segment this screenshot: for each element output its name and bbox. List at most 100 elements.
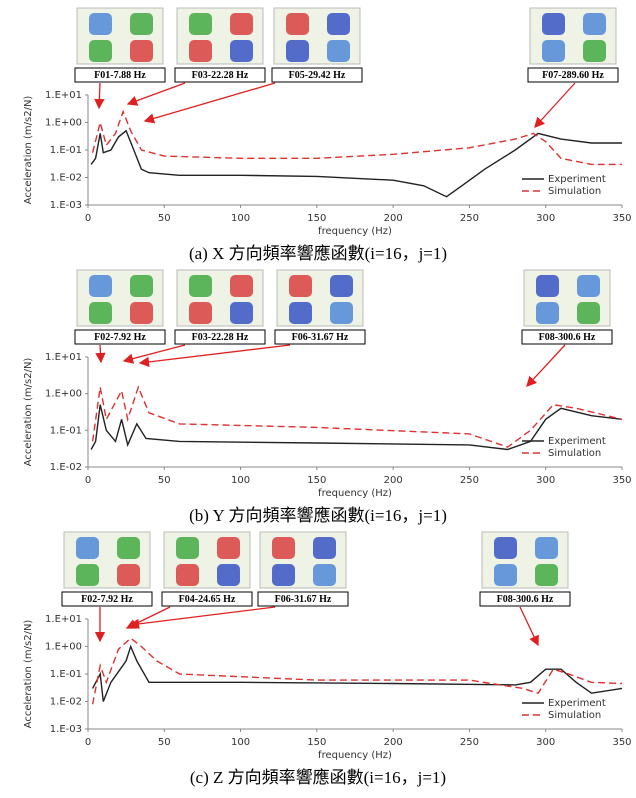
mode-shape-icon [89,275,112,297]
annotation-label: F02-7.92 Hz [94,332,146,343]
mode-shape-icon [286,13,309,35]
annotation-arrow [140,345,290,363]
mode-shape-icon [272,564,295,586]
mode-shape-icon [535,564,558,586]
mode-shape-icon [327,40,350,62]
mode-shape-icon [313,537,336,559]
y-tick-label: 1.E+00 [45,642,82,653]
x-tick-label: 200 [384,475,403,486]
legend-label: Simulation [548,448,601,459]
mode-shape-icon [577,302,600,324]
mode-shape-icon [189,40,212,62]
mode-shape-icon [117,537,140,559]
mode-shape-icon [130,302,153,324]
x-axis-title: frequency (Hz) [318,488,392,499]
mode-shape-icon [536,302,559,324]
x-tick-label: 300 [536,475,555,486]
caption: (c) Z 方向頻率響應函數(i=16，j=1) [190,767,446,787]
annotation-label: F06-31.67 Hz [292,332,349,343]
mode-shape-icon [189,13,212,35]
mode-shape-icon [217,537,240,559]
mode-shape-icon [130,13,153,35]
mode-shape-icon [494,537,517,559]
annotation-label: F08-300.6 Hz [539,332,596,343]
x-tick-label: 100 [231,737,250,748]
caption: (a) X 方向頻率響應函數(i=16，j=1) [189,243,447,263]
annotation-arrow [535,83,575,127]
x-tick-label: 50 [158,737,171,748]
x-tick-label: 100 [231,213,250,224]
mode-shape-icon [217,564,240,586]
legend-label: Experiment [548,698,606,709]
mode-shape-icon [327,13,350,35]
mode-shape-icon [89,302,112,324]
y-tick-label: 1.E+00 [45,118,82,129]
annotation-arrow [128,83,185,104]
mode-shape-icon [176,537,199,559]
mode-shape-icon [130,275,153,297]
mode-shape-icon [289,302,312,324]
mode-shape-icon [286,40,309,62]
y-tick-label: 1.E+01 [45,614,82,625]
legend-label: Experiment [548,174,606,185]
mode-shape-icon [117,564,140,586]
x-axis-title: frequency (Hz) [318,226,392,237]
x-tick-label: 100 [231,475,250,486]
mode-shape-icon [176,564,199,586]
mode-shape-icon [313,564,336,586]
caption: (b) Y 方向頻率響應函數(i=16，j=1) [189,505,447,525]
annotation-label: F03-22.28 Hz [192,332,249,343]
x-tick-label: 300 [536,213,555,224]
x-tick-label: 200 [384,737,403,748]
y-axis-title: Acceleration (m/s2/N) [23,620,34,729]
mode-shape-icon [76,537,99,559]
mode-shape-icon [330,275,353,297]
mode-shape-icon [230,275,253,297]
figure: F01-7.88 Hz F03-22.28 Hz F05-29.42 Hz F07-2… [0,0,636,798]
series-line [91,405,622,450]
y-axis-title: Acceleration (m/s2/N) [23,358,34,467]
y-axis-title: Acceleration (m/s2/N) [23,96,34,205]
annotation-label: F07-289.60 Hz [542,70,604,81]
x-tick-label: 150 [307,475,326,486]
annotation-arrow [100,345,101,362]
x-tick-label: 250 [460,737,479,748]
y-tick-label: 1.E-02 [50,173,82,184]
annotation-arrow [527,345,565,386]
y-tick-label: 1.E-03 [50,724,82,735]
annotation-label: F08-300.6 Hz [497,594,554,605]
mode-shape-icon [330,302,353,324]
x-tick-label: 50 [158,213,171,224]
mode-shape-icon [230,40,253,62]
x-tick-label: 250 [460,475,479,486]
y-tick-label: 1.E+00 [45,389,82,400]
mode-shape-icon [577,275,600,297]
mode-shape-icon [289,275,312,297]
mode-shape-icon [536,275,559,297]
annotation-label: F01-7.88 Hz [94,70,146,81]
series-line [93,647,622,702]
x-tick-label: 250 [460,213,479,224]
mode-shape-icon [583,13,606,35]
annotation-label: F02-7.92 Hz [81,594,133,605]
x-tick-label: 350 [612,213,631,224]
annotation-label: F04-24.65 Hz [179,594,236,605]
mode-shape-icon [542,13,565,35]
x-tick-label: 200 [384,213,403,224]
x-tick-label: 0 [85,213,91,224]
y-tick-label: 1.E-02 [50,697,82,708]
x-tick-label: 350 [612,737,631,748]
mode-shape-icon [189,275,212,297]
mode-shape-icon [89,13,112,35]
legend-label: Simulation [548,710,601,721]
mode-shape-icon [272,537,295,559]
x-tick-label: 0 [85,475,91,486]
annotation-label: F05-29.42 Hz [289,70,346,81]
mode-shape-icon [230,302,253,324]
legend-label: Experiment [548,436,606,447]
annotation-arrow [520,607,538,645]
x-tick-label: 0 [85,737,91,748]
x-tick-label: 150 [307,737,326,748]
y-tick-label: 1.E-01 [50,425,82,436]
